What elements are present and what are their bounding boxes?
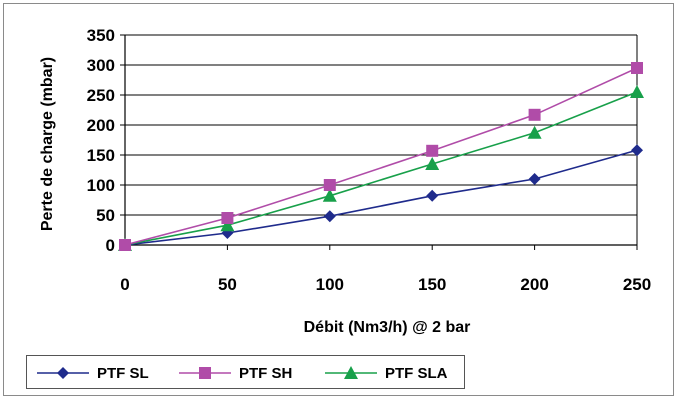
legend-label: PTF SL [97,365,149,382]
y-tick-label: 200 [87,116,115,135]
y-tick-label: 250 [87,86,115,105]
series-ptf-sl [119,144,643,251]
data-point [630,85,644,98]
data-point [323,179,336,191]
legend-marker [344,366,358,379]
legend-marker [199,367,211,379]
legend-entries: PTF SL PTF SH PTF SLA [37,365,448,382]
data-point [322,188,337,202]
y-axis-title: Perte de charge (mbar) [39,57,56,231]
y-tick-label: 50 [96,206,115,225]
x-tick-label: 50 [218,275,237,294]
x-axis-title: Débit (Nm3/h) @ 2 bar [304,319,471,336]
data-point [425,157,440,170]
data-point [631,144,643,157]
data-point [221,212,234,224]
series-lines [118,62,644,251]
legend-marker [57,367,69,379]
series-ptf-sh [119,62,643,251]
y-tick-label: 0 [106,236,115,255]
data-point [119,239,131,251]
legend-label: PTF SLA [385,365,448,382]
x-tick-label: 100 [316,275,344,294]
y-tick-label: 350 [87,26,115,45]
legend-entry: PTF SL [37,365,149,382]
chart-frame [3,3,674,396]
series-line [124,91,638,246]
tick-labels: 0 50 100 150 200 250 300 350 0 50 100 150 200 250 [87,26,652,294]
data-point [220,218,235,232]
legend: PTF SL PTF SH PTF SLA [26,355,465,389]
data-point [323,210,336,223]
legend-entry: PTF SH [179,365,292,382]
y-tick-label: 150 [87,146,115,165]
data-point [426,189,439,202]
gridlines [125,34,638,245]
x-tick-label: 150 [418,275,446,294]
data-point [527,125,542,139]
data-point [528,108,541,121]
x-tick-label: 250 [623,275,651,294]
data-point [631,62,643,74]
series-ptf-sla [118,85,644,251]
y-tick-label: 300 [87,56,115,75]
data-point [426,144,439,157]
x-tick-label: 200 [520,275,548,294]
legend-entry: PTF SLA [325,365,448,382]
legend-label: PTF SH [239,365,292,382]
x-tick-label: 0 [120,275,129,294]
data-point [528,173,541,185]
series-line [124,149,638,246]
series-line [124,67,638,246]
y-tick-label: 100 [87,176,115,195]
axes [120,34,638,250]
